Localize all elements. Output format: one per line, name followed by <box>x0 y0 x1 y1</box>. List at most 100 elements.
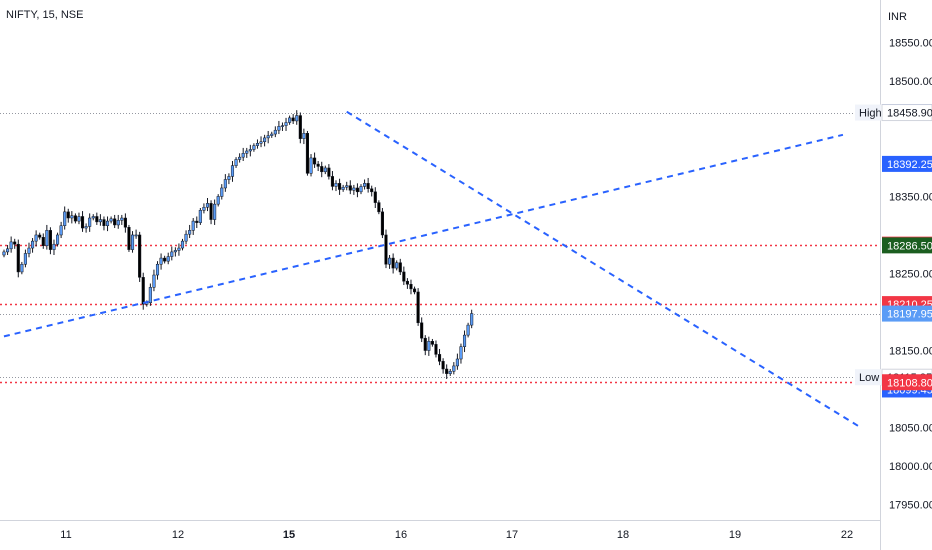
candle-body[interactable] <box>248 149 252 152</box>
candle-body[interactable] <box>31 240 35 249</box>
candle-body[interactable] <box>345 185 349 188</box>
candle-body[interactable] <box>91 216 95 219</box>
candle-body[interactable] <box>313 157 317 165</box>
candle-body[interactable] <box>263 137 267 142</box>
candle-body[interactable] <box>202 206 206 211</box>
candle-body[interactable] <box>173 250 177 253</box>
candle-body[interactable] <box>95 216 99 223</box>
candle-body[interactable] <box>34 234 38 242</box>
candle-body[interactable] <box>48 230 52 250</box>
candle-body[interactable] <box>216 196 220 205</box>
candle-body[interactable] <box>2 251 6 256</box>
candle-body[interactable] <box>377 202 381 213</box>
candle-body[interactable] <box>130 234 135 250</box>
candle-body[interactable] <box>395 262 399 269</box>
candle-body[interactable] <box>116 220 120 226</box>
candle-body[interactable] <box>305 133 309 174</box>
candle-body[interactable] <box>113 218 117 226</box>
candle-body[interactable] <box>98 219 102 223</box>
candle-body[interactable] <box>70 215 74 219</box>
candle-body[interactable] <box>373 191 377 203</box>
candle-body[interactable] <box>59 225 63 236</box>
candle-body[interactable] <box>123 217 127 228</box>
candle-body[interactable] <box>402 271 406 282</box>
candle-body[interactable] <box>434 344 438 355</box>
candle-body[interactable] <box>259 141 263 144</box>
candle-body[interactable] <box>413 288 417 293</box>
candle-body[interactable] <box>138 234 142 278</box>
candle-body[interactable] <box>309 157 313 174</box>
candle-body[interactable] <box>355 187 359 193</box>
candle-body[interactable] <box>77 216 81 222</box>
candle-body[interactable] <box>302 133 306 139</box>
candle-body[interactable] <box>234 159 238 166</box>
candle-body[interactable] <box>23 253 27 265</box>
candle-body[interactable] <box>152 274 156 288</box>
candle-body[interactable] <box>409 284 413 290</box>
candle-body[interactable] <box>341 186 345 190</box>
candle-body[interactable] <box>13 241 17 245</box>
candle-body[interactable] <box>338 183 342 190</box>
candle-body[interactable] <box>120 217 124 221</box>
candle-body[interactable] <box>6 248 10 253</box>
candle-body[interactable] <box>230 165 235 177</box>
candle-body[interactable] <box>180 240 185 249</box>
candle-body[interactable] <box>141 277 145 305</box>
candle-body[interactable] <box>384 234 388 265</box>
candle-body[interactable] <box>277 126 281 131</box>
candle-body[interactable] <box>9 241 13 250</box>
candle-body[interactable] <box>323 167 327 173</box>
candle-body[interactable] <box>238 156 242 160</box>
candle-body[interactable] <box>459 346 463 360</box>
candle-body[interactable] <box>66 211 70 219</box>
candle-body[interactable] <box>227 176 231 180</box>
candle-body[interactable] <box>198 210 202 223</box>
candle-body[interactable] <box>441 361 445 370</box>
candle-body[interactable] <box>448 371 452 374</box>
candle-body[interactable] <box>56 234 60 245</box>
candle-body[interactable] <box>437 354 442 362</box>
candle-body[interactable] <box>320 166 324 173</box>
candle-body[interactable] <box>452 365 456 372</box>
candle-body[interactable] <box>73 215 77 222</box>
candle-body[interactable] <box>380 211 384 236</box>
candle-body[interactable] <box>63 211 67 226</box>
candle-body[interactable] <box>134 234 138 237</box>
candle-body[interactable] <box>191 220 195 231</box>
candle-body[interactable] <box>213 203 217 220</box>
candle-body[interactable] <box>327 167 331 177</box>
candle-body[interactable] <box>41 237 45 246</box>
candle-body[interactable] <box>223 179 227 189</box>
candle-body[interactable] <box>430 341 434 345</box>
candle-body[interactable] <box>166 256 170 262</box>
candle-body[interactable] <box>427 341 431 351</box>
candle-body[interactable] <box>462 334 467 347</box>
candle-body[interactable] <box>288 117 292 123</box>
candle-body[interactable] <box>316 163 320 167</box>
candle-body[interactable] <box>16 243 20 273</box>
candle-body[interactable] <box>170 251 174 257</box>
candle-body[interactable] <box>102 219 106 226</box>
candle-body[interactable] <box>252 145 256 150</box>
candle-body[interactable] <box>270 133 274 136</box>
candle-body[interactable] <box>366 183 370 189</box>
candle-body[interactable] <box>245 150 249 154</box>
candle-body[interactable] <box>273 129 277 135</box>
candle-body[interactable] <box>445 368 449 374</box>
candle-body[interactable] <box>84 226 88 229</box>
candle-body[interactable] <box>398 262 402 273</box>
candle-body[interactable] <box>359 186 363 193</box>
candle-body[interactable] <box>352 187 356 191</box>
candle-body[interactable] <box>416 291 420 324</box>
candle-body[interactable] <box>455 358 459 367</box>
candle-body[interactable] <box>195 220 199 223</box>
candle-body[interactable] <box>405 280 409 285</box>
candle-body[interactable] <box>155 263 160 276</box>
candle-body[interactable] <box>163 257 167 262</box>
candle-body[interactable] <box>148 287 152 304</box>
candle-body[interactable] <box>241 153 245 158</box>
candle-body[interactable] <box>105 220 110 226</box>
candle-body[interactable] <box>80 216 85 229</box>
candle-body[interactable] <box>188 230 192 235</box>
